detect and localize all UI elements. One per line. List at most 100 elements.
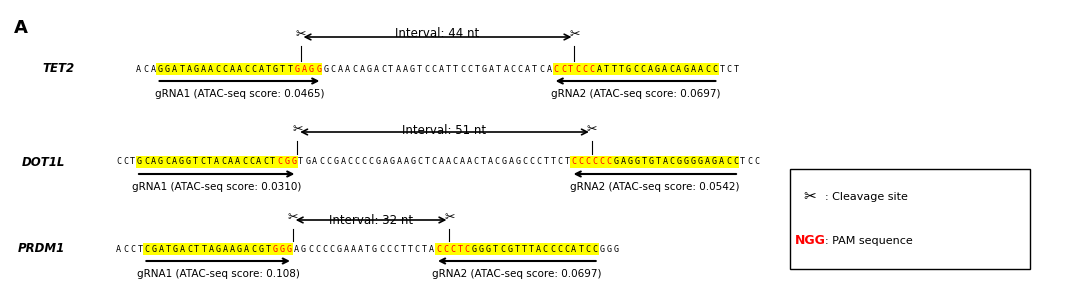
Text: T: T bbox=[578, 245, 584, 254]
Text: A: A bbox=[351, 245, 355, 254]
Text: A: A bbox=[488, 158, 493, 167]
Text: A: A bbox=[137, 65, 141, 74]
Text: A: A bbox=[621, 158, 625, 167]
Text: C: C bbox=[460, 65, 465, 74]
Text: A: A bbox=[208, 65, 213, 74]
Text: gRNA1 (ATAC-seq score: 0.0310): gRNA1 (ATAC-seq score: 0.0310) bbox=[132, 182, 301, 192]
Text: NGG: NGG bbox=[795, 234, 826, 248]
Text: T: T bbox=[266, 245, 270, 254]
Text: ✂: ✂ bbox=[587, 123, 598, 136]
Text: T: T bbox=[281, 65, 285, 74]
Text: C: C bbox=[495, 158, 499, 167]
Text: C: C bbox=[727, 65, 732, 74]
Text: C: C bbox=[394, 245, 398, 254]
Bar bbox=[790, 169, 1030, 269]
Text: ✂: ✂ bbox=[444, 211, 455, 224]
Text: G: G bbox=[515, 158, 521, 167]
Text: T: T bbox=[421, 245, 427, 254]
Text: T: T bbox=[207, 158, 212, 167]
Text: ✂: ✂ bbox=[569, 28, 579, 41]
Text: C: C bbox=[251, 245, 256, 254]
Text: G: G bbox=[372, 245, 377, 254]
Text: A: A bbox=[357, 245, 363, 254]
Text: T: T bbox=[611, 65, 617, 74]
Text: C: C bbox=[123, 158, 128, 167]
Text: ✂: ✂ bbox=[803, 190, 816, 205]
Text: A: A bbox=[201, 65, 206, 74]
Text: T: T bbox=[408, 245, 413, 254]
Text: G: G bbox=[600, 245, 605, 254]
Text: C: C bbox=[331, 65, 335, 74]
Text: A: A bbox=[344, 245, 349, 254]
Text: G: G bbox=[649, 158, 654, 167]
Text: T: T bbox=[165, 245, 171, 254]
Text: C: C bbox=[558, 158, 562, 167]
Text: T: T bbox=[458, 245, 462, 254]
Text: A: A bbox=[598, 65, 602, 74]
Text: G: G bbox=[173, 245, 178, 254]
Text: gRNA2 (ATAC-seq score: 0.0542): gRNA2 (ATAC-seq score: 0.0542) bbox=[570, 182, 739, 192]
Text: ✂: ✂ bbox=[288, 211, 298, 224]
Text: G: G bbox=[323, 65, 329, 74]
Text: G: G bbox=[273, 65, 277, 74]
Text: T: T bbox=[551, 158, 556, 167]
Text: A: A bbox=[338, 65, 343, 74]
Text: T: T bbox=[475, 65, 479, 74]
Text: G: G bbox=[309, 65, 314, 74]
Text: G: G bbox=[684, 158, 689, 167]
Text: C: C bbox=[415, 245, 419, 254]
Text: C: C bbox=[669, 65, 674, 74]
Text: G: G bbox=[712, 158, 717, 167]
Text: A: A bbox=[180, 245, 185, 254]
Text: A: A bbox=[235, 158, 240, 167]
Text: C: C bbox=[431, 65, 436, 74]
Text: C: C bbox=[474, 158, 479, 167]
Text: T: T bbox=[299, 158, 303, 167]
Text: T: T bbox=[528, 245, 534, 254]
Text: G: G bbox=[607, 245, 611, 254]
Text: C: C bbox=[523, 158, 528, 167]
Text: G: G bbox=[333, 158, 338, 167]
Text: C: C bbox=[187, 245, 192, 254]
Text: Interval: 51 nt: Interval: 51 nt bbox=[402, 124, 487, 137]
Text: T: T bbox=[270, 158, 275, 167]
Text: G: G bbox=[482, 65, 487, 74]
Text: C: C bbox=[443, 245, 448, 254]
Text: A: A bbox=[208, 245, 213, 254]
Text: G: G bbox=[684, 65, 688, 74]
Text: C: C bbox=[165, 158, 170, 167]
Text: C: C bbox=[144, 158, 149, 167]
Text: C: C bbox=[216, 65, 220, 74]
Text: G: G bbox=[301, 245, 306, 254]
Text: T: T bbox=[496, 65, 501, 74]
Text: gRNA2 (ATAC-seq score: 0.0697): gRNA2 (ATAC-seq score: 0.0697) bbox=[551, 89, 720, 99]
Text: A: A bbox=[662, 65, 667, 74]
Text: C: C bbox=[593, 158, 598, 167]
Text: G: G bbox=[137, 158, 142, 167]
Text: A: A bbox=[396, 65, 400, 74]
Text: C: C bbox=[386, 245, 392, 254]
Text: A: A bbox=[489, 65, 494, 74]
Text: C: C bbox=[572, 158, 576, 167]
Text: G: G bbox=[485, 245, 491, 254]
Text: T: T bbox=[569, 65, 573, 74]
Text: gRNA1 (ATAC-seq score: 0.108): gRNA1 (ATAC-seq score: 0.108) bbox=[137, 269, 300, 279]
Text: A: A bbox=[159, 245, 163, 254]
Text: G: G bbox=[626, 65, 631, 74]
Text: A: A bbox=[14, 19, 28, 37]
Text: A: A bbox=[676, 65, 682, 74]
Text: C: C bbox=[670, 158, 674, 167]
Text: C: C bbox=[452, 158, 458, 167]
Text: G: G bbox=[165, 65, 170, 74]
Text: C: C bbox=[244, 65, 249, 74]
Text: G: G bbox=[158, 65, 162, 74]
Text: C: C bbox=[250, 158, 254, 167]
Text: C: C bbox=[633, 65, 638, 74]
Text: A: A bbox=[340, 158, 346, 167]
Text: C: C bbox=[352, 65, 357, 74]
Text: C: C bbox=[575, 65, 580, 74]
Text: A: A bbox=[446, 158, 450, 167]
Text: G: G bbox=[627, 158, 633, 167]
Text: T: T bbox=[480, 158, 485, 167]
Text: G: G bbox=[479, 245, 483, 254]
